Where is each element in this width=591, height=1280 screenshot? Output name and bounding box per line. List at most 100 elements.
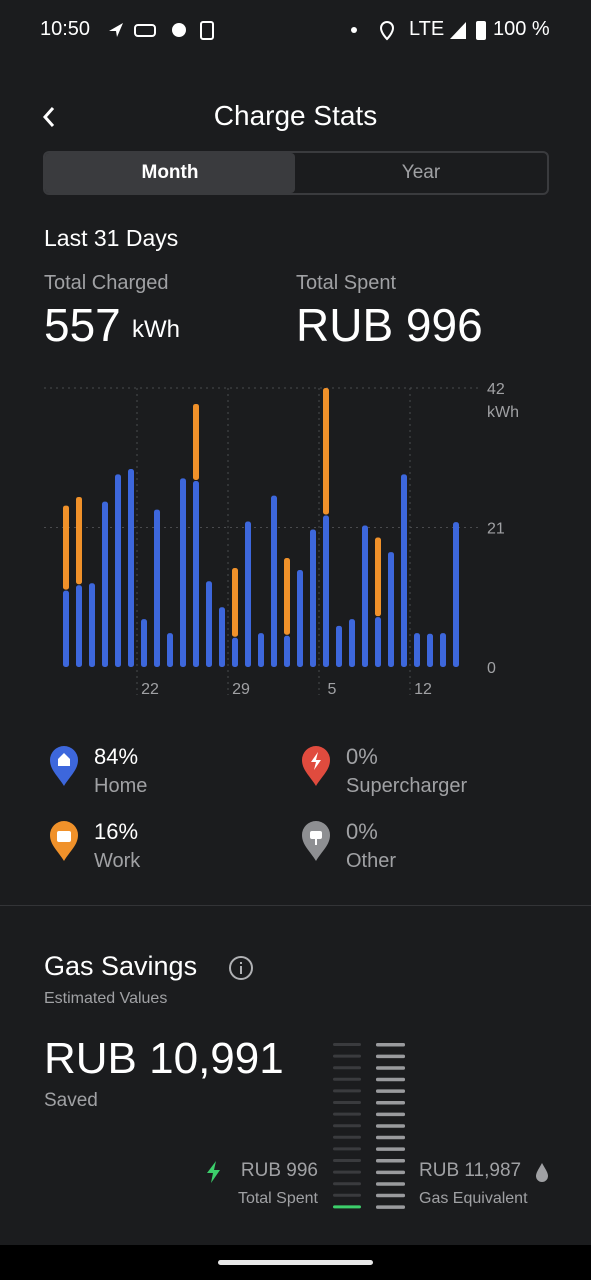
bar-segment [284,635,290,667]
nav-bar [0,1245,591,1280]
gauge-tick [376,1101,405,1105]
share-home: 84% [94,744,139,769]
bar-segment [141,619,147,667]
gauge-tick [333,1135,361,1139]
bar-segment [375,617,381,667]
bar-segment [284,558,290,635]
gauge-tick [333,1089,361,1093]
bar-segment [154,509,160,667]
bar-segment [89,583,95,667]
gas-title: Gas Savings [44,951,198,981]
gauge-tick [333,1193,361,1197]
label-supercharger: Supercharger [346,775,468,797]
charged-label: Total Charged [44,272,169,294]
gauge-tick [333,1066,361,1070]
gauge-tick [376,1193,405,1198]
home-indicator[interactable] [218,1260,373,1265]
label-home: Home [94,775,148,797]
share-other: 0% [346,819,378,844]
gauge-tick [376,1089,405,1093]
bar-segment [323,388,329,515]
gauge-tick [376,1054,405,1059]
drop-icon [536,1163,548,1182]
bar-segment [63,590,69,667]
back-button[interactable] [38,104,62,130]
gauge-tick [333,1124,361,1128]
breakdown-icons [50,746,330,861]
status-battery: 100 % [493,18,550,40]
gauge-tick [333,1147,361,1151]
gas-spent-label: Total Spent [237,1190,318,1207]
bar-segment [440,633,446,667]
label-work: Work [94,850,141,872]
label-other: Other [346,850,397,872]
gauge-tick [376,1077,405,1082]
gauge-tick [376,1066,405,1070]
gauge-tick [376,1182,405,1186]
status-icons [109,21,214,40]
bar-segment [102,501,108,667]
gauge-tick [333,1077,361,1081]
x-tick-label: 29 [232,681,250,698]
y-unit: kWh [487,404,519,421]
bar-segment [375,537,381,617]
gauge-tick [376,1135,405,1140]
gas-equivalent-label: Gas Equivalent [419,1190,528,1207]
gas-amount: RUB 10,991 [44,1034,284,1083]
gas-equivalent-value: RUB 11,987 [419,1160,522,1181]
status-icons-right [351,20,395,41]
bar-segment [167,633,173,667]
charged-value: 557 [44,299,121,351]
y-tick-label: 42 [487,381,505,398]
gauge-tick [333,1112,361,1116]
bar-segment [258,633,264,667]
bar-segment [297,570,303,667]
gas-gauge [333,1043,405,1209]
tab-month[interactable]: Month [45,153,295,193]
gauge-tick [333,1043,361,1046]
gauge-tick [333,1101,361,1104]
bar-segment [206,581,212,667]
bar-segment [349,619,355,667]
gauge-tick [376,1043,405,1047]
chart: 0 21 42 kWh 22 29 5 12 [44,381,519,698]
gauge-tick [333,1054,361,1058]
bar-segment [76,496,82,585]
gauge-tick [333,1205,361,1209]
bar-segment [76,585,82,667]
bar-segment [128,469,134,667]
bar-segment [245,521,251,667]
bar-segment [427,633,433,667]
share-work: 16% [94,819,139,844]
bar-segment [336,625,342,667]
divider [0,905,591,906]
gauge-tick [376,1112,405,1117]
status-time: 10:50 [40,18,91,40]
charged-unit: kWh [132,316,180,343]
gauge-tick [376,1124,405,1128]
bar-segment [232,568,238,637]
gauge-tick [376,1170,405,1175]
gauge-tick [333,1159,361,1162]
bar-segment [401,474,407,667]
status-network: LTE [409,18,445,40]
bar-segment [414,633,420,667]
bar-segment [388,552,394,667]
info-button[interactable] [228,955,254,981]
gauge-tick [333,1170,361,1174]
bar-segment [219,607,225,667]
gauge-tick [376,1205,405,1209]
bar-segment [310,529,316,667]
x-tick-label: 12 [414,681,432,698]
bolt-icon [207,1161,220,1183]
bar-segment [453,522,459,667]
gas-amount-label: Saved [44,1090,98,1111]
signal-battery [450,21,486,40]
tab-year[interactable]: Year [401,162,441,183]
gas-spent-value: RUB 996 [240,1160,318,1181]
bar-segment [193,481,199,667]
bar-segment [63,505,69,590]
x-tick-label: 5 [328,681,337,698]
y-tick-label: 0 [487,660,496,677]
